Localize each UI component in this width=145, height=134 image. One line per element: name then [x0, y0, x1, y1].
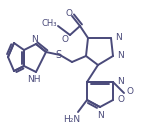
- Text: O: O: [117, 96, 125, 105]
- Text: N: N: [31, 34, 37, 44]
- Text: CH₃: CH₃: [41, 20, 57, 29]
- Text: N: N: [97, 111, 103, 120]
- Text: N: N: [118, 77, 124, 87]
- Text: H₂N: H₂N: [64, 114, 81, 124]
- Text: NH: NH: [27, 75, 41, 83]
- Text: O: O: [61, 34, 68, 44]
- Text: S: S: [55, 50, 61, 60]
- Text: O: O: [126, 88, 134, 96]
- Text: N: N: [115, 34, 121, 42]
- Text: N: N: [117, 51, 123, 60]
- Text: O: O: [66, 8, 72, 18]
